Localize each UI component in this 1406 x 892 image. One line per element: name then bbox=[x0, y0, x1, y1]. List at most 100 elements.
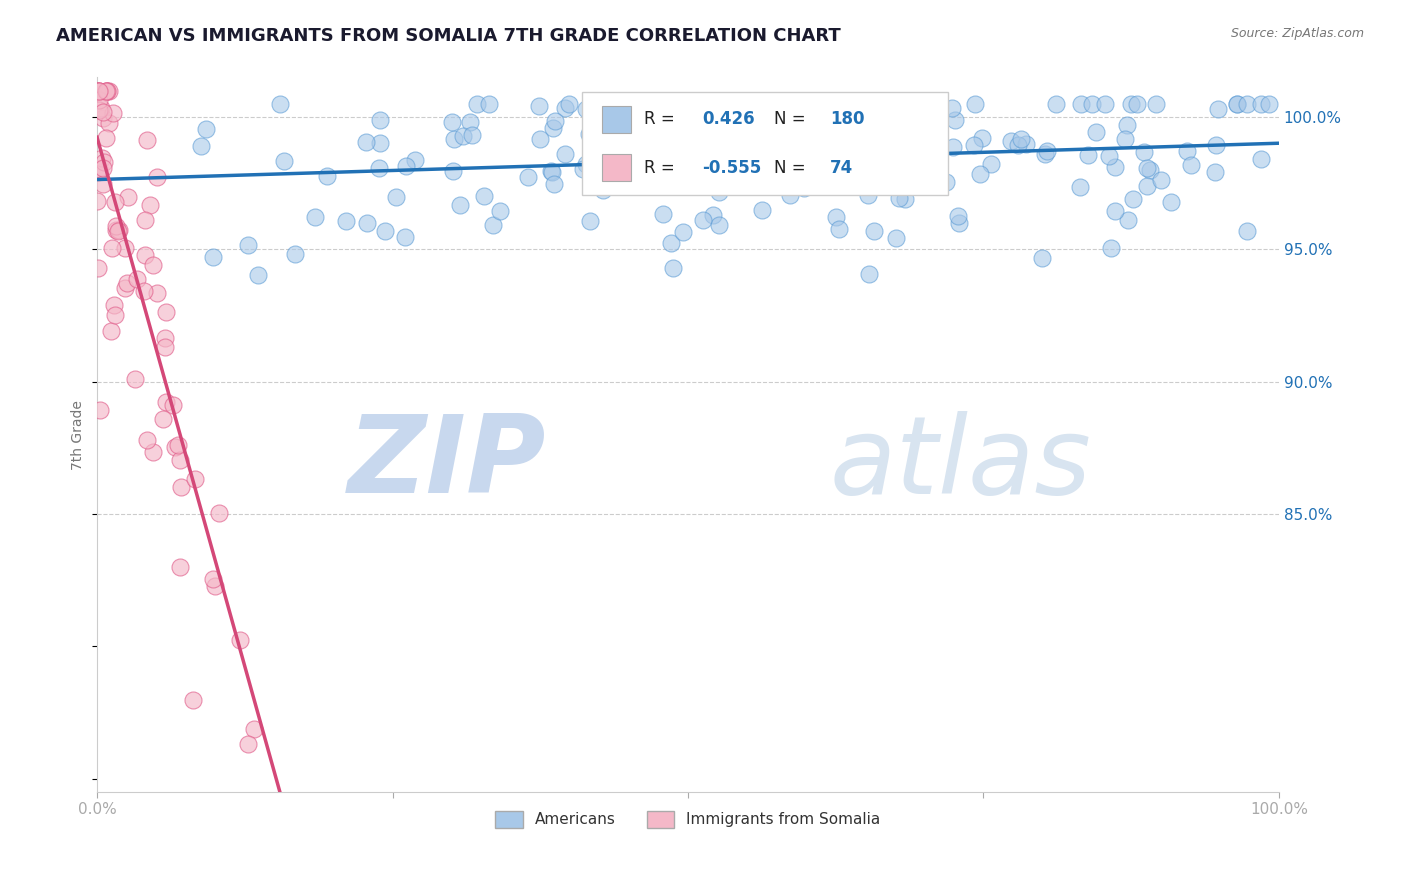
Point bbox=[769, 113, 792, 128]
Point bbox=[86, 84, 108, 98]
Point bbox=[246, 268, 269, 282]
Point bbox=[87, 84, 110, 98]
Point bbox=[922, 131, 945, 145]
FancyBboxPatch shape bbox=[582, 92, 948, 195]
Text: 180: 180 bbox=[830, 111, 865, 128]
Point bbox=[598, 112, 620, 126]
Point bbox=[675, 122, 697, 136]
Point bbox=[793, 180, 815, 194]
Point bbox=[385, 190, 408, 204]
Point bbox=[309, 798, 332, 813]
Point bbox=[671, 169, 693, 184]
Point bbox=[90, 101, 112, 115]
Point bbox=[404, 153, 426, 168]
Point bbox=[127, 271, 149, 285]
Point bbox=[516, 169, 538, 184]
Point bbox=[1094, 96, 1116, 111]
Point bbox=[894, 192, 917, 206]
Point bbox=[152, 412, 174, 426]
Point bbox=[202, 573, 225, 587]
Point bbox=[1116, 118, 1139, 132]
Point bbox=[87, 84, 110, 98]
Text: R =: R = bbox=[644, 111, 681, 128]
Point bbox=[117, 190, 139, 204]
Point bbox=[540, 163, 562, 178]
Point bbox=[1135, 161, 1157, 176]
Point bbox=[162, 398, 184, 412]
Point bbox=[114, 241, 136, 255]
Point bbox=[1139, 163, 1161, 178]
Point bbox=[1033, 147, 1056, 161]
Point bbox=[970, 130, 993, 145]
Point bbox=[904, 96, 927, 111]
Point bbox=[134, 213, 156, 227]
Point bbox=[541, 165, 564, 179]
Point bbox=[820, 178, 842, 193]
Point bbox=[558, 96, 581, 111]
Point bbox=[856, 100, 879, 114]
Point bbox=[91, 161, 114, 175]
Point bbox=[134, 285, 156, 299]
Point bbox=[682, 169, 704, 183]
Point bbox=[928, 96, 950, 111]
Point bbox=[671, 155, 693, 169]
Point bbox=[97, 84, 120, 98]
Point bbox=[751, 203, 773, 218]
Point bbox=[208, 506, 231, 520]
Point bbox=[799, 131, 821, 145]
Point bbox=[669, 128, 692, 142]
Point bbox=[661, 141, 683, 155]
Point bbox=[89, 93, 111, 107]
Point bbox=[96, 84, 118, 98]
Point bbox=[194, 122, 217, 136]
Point bbox=[107, 224, 129, 238]
Point bbox=[1226, 96, 1249, 111]
Point bbox=[1175, 144, 1198, 158]
Point bbox=[661, 155, 683, 169]
Point bbox=[104, 223, 127, 237]
Text: 74: 74 bbox=[830, 159, 853, 177]
Point bbox=[782, 112, 804, 127]
Point bbox=[852, 130, 875, 145]
Point bbox=[692, 213, 714, 227]
Point bbox=[782, 99, 804, 113]
Point bbox=[769, 169, 792, 184]
Point bbox=[912, 96, 935, 111]
Point bbox=[651, 207, 673, 221]
Text: N =: N = bbox=[775, 111, 811, 128]
Point bbox=[969, 167, 991, 181]
Point bbox=[1205, 138, 1227, 153]
Point bbox=[1236, 96, 1258, 111]
Point bbox=[554, 101, 576, 115]
Point bbox=[1180, 158, 1202, 172]
Point bbox=[134, 248, 156, 262]
Point bbox=[142, 445, 165, 459]
Point bbox=[395, 159, 418, 173]
Point bbox=[145, 170, 167, 185]
Point bbox=[269, 96, 291, 111]
Point bbox=[654, 159, 676, 173]
Point bbox=[115, 277, 138, 291]
Point bbox=[884, 231, 907, 245]
Point bbox=[146, 285, 169, 300]
Point bbox=[717, 96, 740, 111]
Point bbox=[725, 131, 748, 145]
Point bbox=[449, 198, 471, 212]
Point bbox=[91, 151, 114, 165]
Point bbox=[600, 96, 623, 111]
Point bbox=[190, 139, 212, 153]
Point bbox=[1132, 145, 1154, 159]
Point bbox=[163, 440, 186, 454]
Point bbox=[1014, 136, 1036, 151]
Point bbox=[752, 136, 775, 151]
Point bbox=[461, 128, 484, 142]
Point bbox=[441, 115, 464, 129]
Point bbox=[87, 84, 110, 98]
Point bbox=[1144, 96, 1167, 111]
Point bbox=[87, 260, 110, 275]
Point bbox=[905, 175, 928, 189]
Point bbox=[644, 106, 666, 120]
Point bbox=[155, 394, 177, 409]
Point bbox=[204, 578, 226, 592]
Point bbox=[96, 131, 118, 145]
